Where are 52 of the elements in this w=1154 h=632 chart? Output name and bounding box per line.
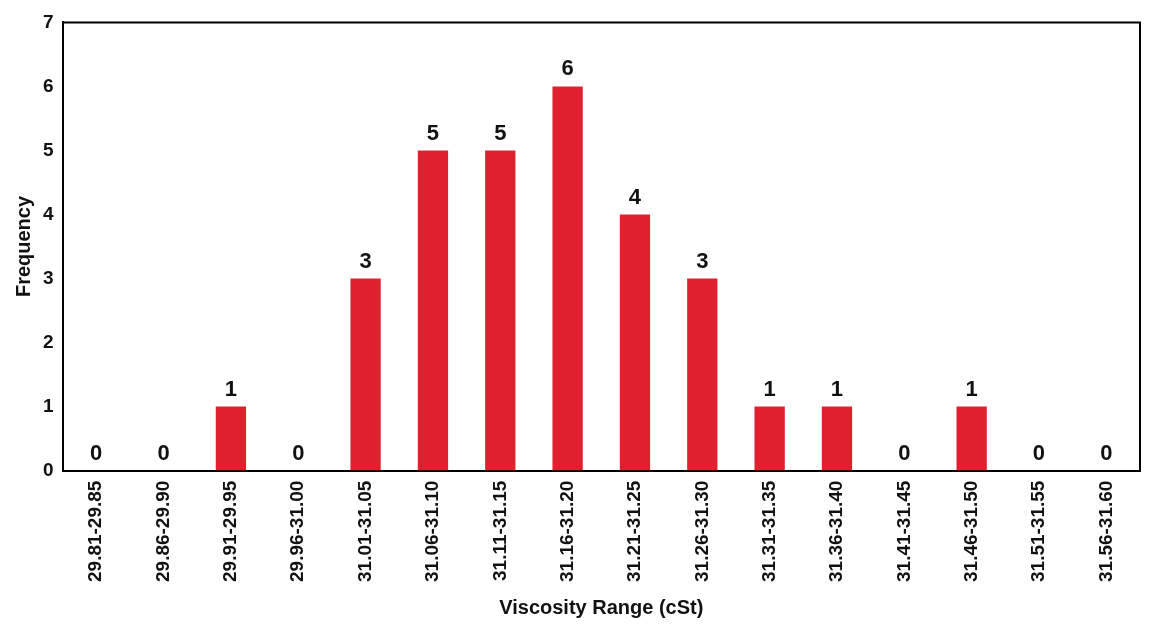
bar	[754, 406, 785, 471]
y-tick-label: 2	[42, 330, 54, 352]
x-axis-title: Viscosity Range (cSt)	[499, 595, 704, 618]
data-label: 0	[1100, 439, 1113, 465]
x-tick-label: 29.86-29.90	[151, 480, 173, 582]
y-tick-label: 1	[42, 394, 54, 416]
data-label: 3	[359, 247, 372, 273]
bar	[215, 406, 247, 471]
x-tick-label: 31.21-31.25	[623, 480, 645, 582]
data-label: 0	[292, 439, 305, 465]
data-label: 4	[628, 183, 642, 209]
data-label: 3	[696, 247, 709, 273]
y-tick-label: 0	[42, 458, 54, 480]
bar	[485, 150, 516, 471]
x-tick-label: 31.26-31.30	[690, 480, 712, 582]
x-tick-label: 31.56-31.60	[1094, 480, 1116, 582]
y-tick-label: 7	[42, 10, 54, 32]
data-label: 0	[1032, 439, 1046, 465]
x-tick-label: 31.36-31.40	[825, 480, 847, 582]
data-label: 0	[157, 439, 170, 465]
x-tick-label: 31.31-31.35	[757, 480, 779, 582]
y-tick-label: 5	[42, 138, 54, 160]
data-label: 1	[830, 375, 844, 401]
y-tick-label: 3	[42, 266, 54, 288]
data-label: 1	[965, 375, 978, 401]
data-label: 5	[426, 119, 440, 145]
y-axis-title: Frequency	[11, 195, 34, 298]
y-tick-label: 4	[42, 202, 54, 224]
bar	[687, 278, 718, 471]
x-tick-label: 31.51-31.55	[1027, 480, 1049, 582]
bar	[821, 406, 853, 471]
bar	[619, 214, 651, 471]
bar	[956, 406, 987, 471]
x-tick-label: 31.01-31.05	[353, 480, 375, 582]
x-tick-label: 31.46-31.50	[959, 480, 981, 582]
data-label: 1	[224, 375, 238, 401]
x-tick-label: 29.96-31.00	[286, 480, 308, 582]
x-tick-label: 29.81-29.85	[84, 480, 106, 582]
x-tick-label: 31.11-31.15	[488, 480, 510, 581]
x-tick-label: 29.91-29.95	[219, 480, 241, 582]
data-label: 6	[561, 55, 574, 81]
data-label: 1	[763, 375, 776, 401]
data-label: 0	[898, 439, 911, 465]
bar	[552, 86, 583, 471]
data-label: 0	[90, 439, 103, 465]
bar	[350, 278, 381, 471]
x-tick-label: 31.06-31.10	[421, 480, 443, 582]
x-tick-label: 31.16-31.20	[555, 480, 577, 582]
x-tick-label: 31.41-31.45	[892, 480, 914, 582]
y-tick-label: 6	[42, 74, 54, 96]
data-label: 5	[494, 119, 507, 145]
bar	[417, 150, 449, 471]
